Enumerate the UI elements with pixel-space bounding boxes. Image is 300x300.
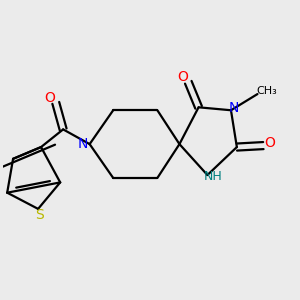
Text: O: O xyxy=(264,136,275,150)
Text: CH₃: CH₃ xyxy=(257,86,278,96)
Text: NH: NH xyxy=(204,170,223,183)
Text: S: S xyxy=(35,208,44,222)
Text: O: O xyxy=(178,70,188,84)
Text: O: O xyxy=(44,91,55,105)
Text: N: N xyxy=(228,101,238,115)
Text: N: N xyxy=(78,137,88,151)
